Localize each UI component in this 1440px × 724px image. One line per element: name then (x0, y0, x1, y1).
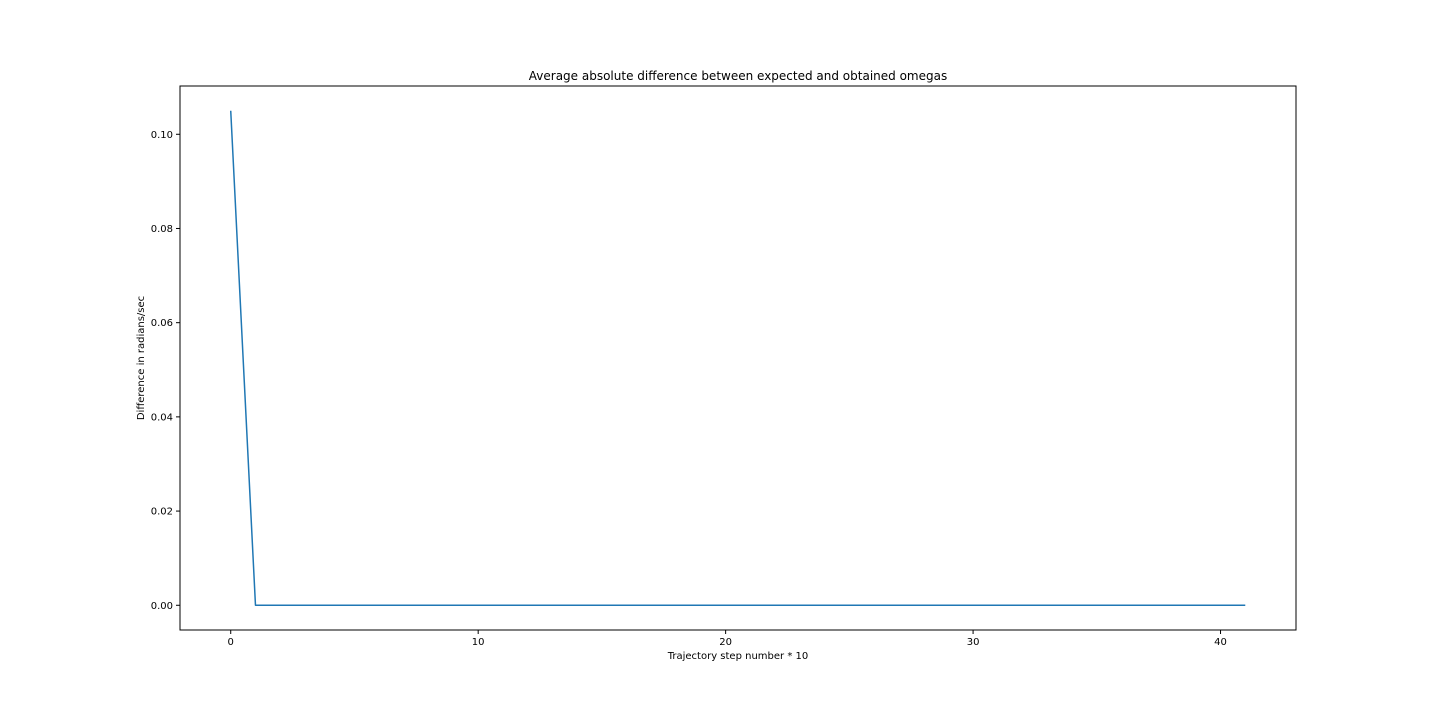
y-tick-label: 0.10 (151, 130, 173, 141)
x-tick-label: 10 (472, 637, 485, 648)
series-line-0 (229, 110, 1246, 607)
y-tick-label: 0.08 (151, 224, 173, 235)
y-tick-label: 0.00 (151, 601, 173, 612)
y-tick-label: 0.06 (151, 318, 173, 329)
x-axis: 0 10 20 30 40 (228, 630, 1227, 648)
x-tick-label: 30 (967, 637, 980, 648)
plot-area (229, 110, 1246, 607)
y-axis: 0.00 0.02 0.04 0.06 0.08 0.10 (151, 130, 180, 612)
x-axis-label: Trajectory step number * 10 (667, 651, 808, 662)
y-tick-label: 0.02 (151, 507, 173, 518)
x-tick-label: 0 (228, 637, 234, 648)
y-axis-label: Difference in radians/sec (136, 296, 147, 420)
plot-frame (179, 85, 1297, 631)
chart-title: Average absolute difference between expe… (529, 69, 947, 83)
x-tick-label: 20 (719, 637, 732, 648)
x-tick-label: 40 (1214, 637, 1227, 648)
y-tick-label: 0.04 (151, 412, 173, 423)
